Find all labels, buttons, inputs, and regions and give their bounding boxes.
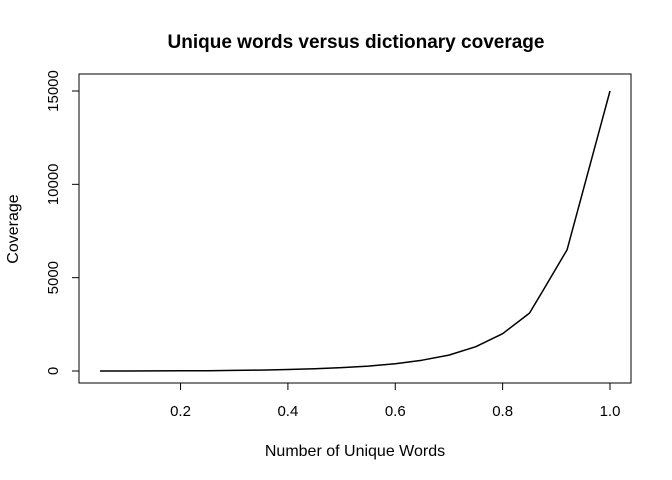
chart-title: Unique words versus dictionary coverage [168,32,545,53]
x-tick-label: 1.0 [600,403,621,420]
series-layer [100,90,611,372]
x-tick-label: 0.4 [277,403,298,420]
x-axis-label: Number of Unique Words [265,443,445,460]
x-axis: 0.2 0.4 0.6 0.8 1.0 [170,383,620,420]
x-tick-label: 0.6 [385,403,406,420]
y-tick-label: 10000 [45,163,62,205]
series-line [100,90,611,372]
x-tick-label: 0.2 [170,403,191,420]
y-tick-label: 15000 [45,70,62,112]
plot-frame [78,73,632,384]
y-axis-label: Coverage [5,194,22,263]
y-tick-label: 5000 [45,261,62,294]
y-axis: 0 5000 10000 15000 [45,70,79,375]
x-tick-label: 0.8 [492,403,513,420]
y-tick-label: 0 [45,367,62,375]
